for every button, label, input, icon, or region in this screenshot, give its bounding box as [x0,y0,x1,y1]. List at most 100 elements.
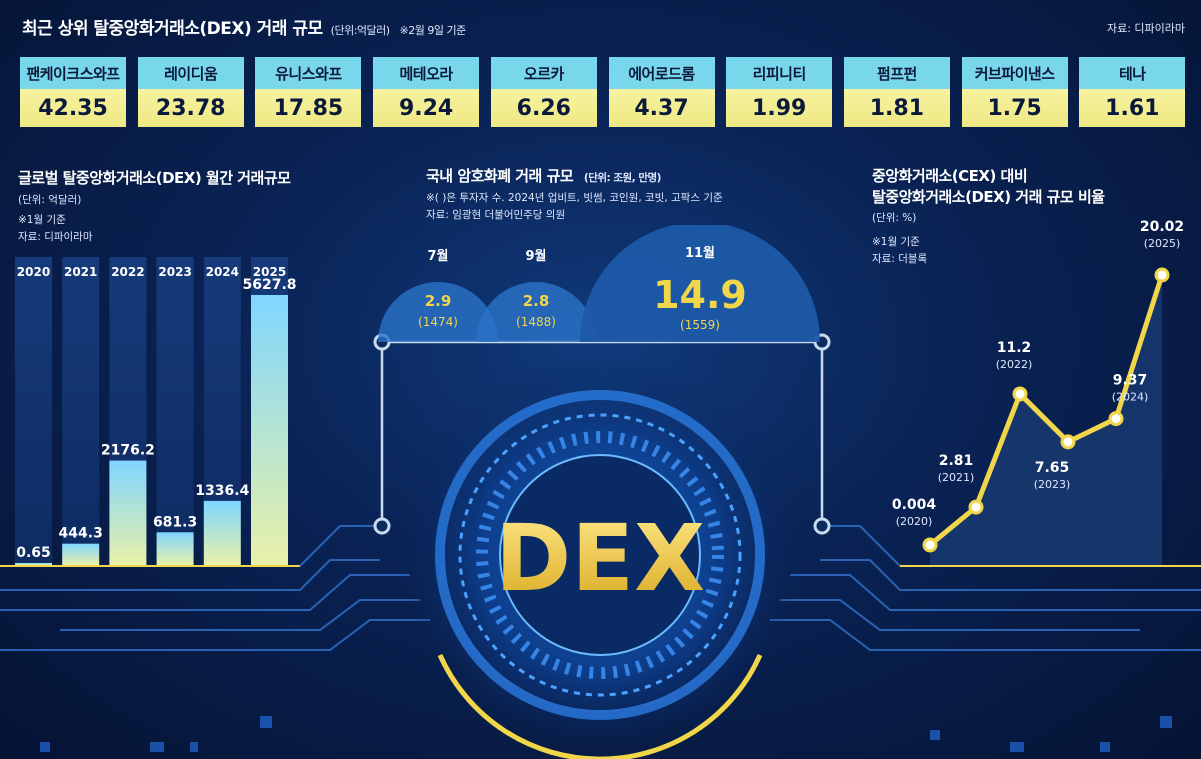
right-panel-source: 자료: 더블록 [872,253,928,265]
dex-monthly-bar-chart: 2020 0.65 2021 444.3 2022 2176.2 2023 681.3 2024… [15,257,297,565]
dex-card: 리피니티 1.99 [726,57,833,127]
dex-card-name: 펌프펀 [843,57,950,89]
dex-card: 테나 1.61 [1079,57,1186,127]
main-source: 자료: 디파이라마 [1106,22,1185,35]
line-year-label: (2023) [1034,478,1071,491]
left-panel-unit: (단위: 억달러) [18,194,82,206]
right-panel-title-2: 탈중앙화거래소(DEX) 거래 규모 비율 [872,188,1105,206]
bar [15,563,52,565]
line-year-label: (2025) [1144,237,1181,250]
line-value-label: 7.65 [1035,460,1070,476]
right-panel-title-1: 중앙화거래소(CEX) 대비 [872,167,1028,185]
dex-ranking-row: 팬케이크스와프 42.35 레이디움 23.78 유니스와프 17.85 메테오라 9.24 오… [20,57,1186,127]
bubble-month-label: 9월 [525,248,546,264]
bar-year-label: 2025 [253,265,286,279]
bubble-value-label: 14.9 [653,273,747,317]
line-point [1012,386,1028,402]
bar-value-label: 5627.8 [242,277,296,293]
bubble-investors-label: (1488) [516,315,556,329]
dex-card: 유니스와프 17.85 [255,57,362,127]
bar-year-label: 2022 [111,265,144,279]
line-point [1154,267,1170,283]
dex-card: 오르카 6.26 [490,57,597,127]
dex-card: 메테오라 9.24 [373,57,480,127]
dex-card-value: 17.85 [255,89,362,127]
line-value-label: 20.02 [1140,220,1184,235]
bar-track [15,257,52,565]
bubble-investors-label: (1559) [680,318,720,332]
dex-card-value: 1.75 [961,89,1068,127]
middle-panel-note: ※( )은 투자자 수. 2024년 업비트, 빗썸, 코인원, 코빗, 고팍스… [426,192,723,204]
bar [62,543,100,565]
dex-card-value: 1.61 [1079,89,1186,127]
dex-card-value: 6.26 [490,89,597,127]
left-panel-note: ※1월 기준 [18,214,66,226]
line-series [928,274,1165,547]
line-value-label: 0.004 [892,497,937,513]
main-date-note: ※2월 9일 기준 [399,24,467,37]
bubble-value-label: 2.8 [523,292,550,310]
dex-card: 팬케이크스와프 42.35 [20,57,126,127]
middle-panel-title: 국내 암호화폐 거래 규모 (단위: 조원, 만명) [426,166,661,187]
line-point [1060,434,1076,450]
line-value-label: 2.81 [939,453,974,469]
dex-card-name: 유니스와프 [255,57,362,89]
bar-value-label: 0.65 [16,545,51,561]
bar [156,532,194,565]
bubble-investors-label: (1474) [418,315,458,329]
dex-card-name: 메테오라 [373,57,480,89]
dex-card-value: 23.78 [137,89,244,127]
dex-cex-ratio-line-chart: 0.004 (2020) 2.81 (2021) 11.2 (2022) 7.65 (2023… [892,220,1184,565]
bar-track [156,257,194,565]
main-title-text: 최근 상위 탈중앙화거래소(DEX) 거래 규모 [22,19,323,39]
main-unit: (단위:억달러) [330,24,390,37]
line-point [922,537,938,553]
bubble [476,282,596,342]
bar [251,295,288,565]
dex-card-name: 테나 [1079,57,1186,89]
dex-card-value: 9.24 [373,89,480,127]
bubble-value-label: 2.9 [425,292,452,310]
dex-card: 에어로드롬 4.37 [608,57,715,127]
line-point [1108,411,1124,427]
line-value-label: 11.2 [997,340,1032,356]
main-title: 최근 상위 탈중앙화거래소(DEX) 거래 규모 (단위:억달러) ※2월 9일 기… [22,14,466,39]
middle-panel-unit: (단위: 조원, 만명) [583,172,662,184]
line-value-label: 9.37 [1113,373,1148,389]
dex-card-value: 42.35 [20,89,126,127]
domestic-crypto-bubble-chart: 7월 2.9 (1474) 9월 2.8 (1488) 11월 14.9(1559) [378,225,820,342]
bubble-month-label: 7월 [427,248,448,264]
dex-card: 커브파이낸스 1.75 [961,57,1068,127]
dex-logo-text: DEX [495,505,705,612]
left-panel-title: 글로벌 탈중앙화거래소(DEX) 월간 거래규모 [18,169,291,187]
left-panel-source: 자료: 디파이라마 [18,231,93,243]
dex-card-name: 팬케이크스와프 [20,57,126,89]
dex-card-name: 커브파이낸스 [961,57,1068,89]
bar-year-label: 2020 [17,265,50,279]
bar-value-label: 2176.2 [101,443,155,459]
line-point [968,499,984,515]
bar-year-label: 2024 [206,265,239,279]
line-year-label: (2022) [996,358,1033,371]
bubble [580,225,820,342]
bar-value-label: 1336.4 [195,483,249,499]
right-panel-unit: (단위: %) [872,212,917,224]
line-year-label: (2024) [1112,391,1149,404]
bubble-month-label: 11월 [685,245,715,261]
dex-card-name: 리피니티 [726,57,833,89]
bar [203,500,241,565]
bar-track [62,257,100,565]
right-panel-note: ※1월 기준 [872,236,920,248]
dex-card-value: 4.37 [608,89,715,127]
bar-value-label: 444.3 [59,526,103,542]
line-year-label: (2021) [938,471,975,484]
dex-card-value: 1.99 [726,89,833,127]
middle-panel-source: 자료: 임광현 더불어민주당 의원 [426,209,566,221]
dex-card-name: 에어로드롬 [608,57,715,89]
dex-card: 레이디움 23.78 [137,57,244,127]
bubble [378,282,498,342]
bar-value-label: 681.3 [153,514,197,530]
middle-panel-title-text: 국내 암호화폐 거래 규모 [426,167,574,185]
